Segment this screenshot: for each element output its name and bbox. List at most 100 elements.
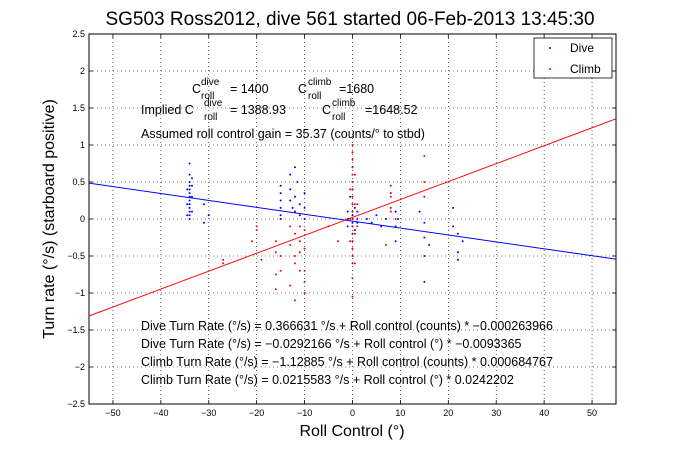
c-dive-sup: dive (201, 77, 220, 88)
dive-point (452, 206, 455, 209)
y-tick-label: −2 (75, 362, 85, 372)
climb-point (349, 218, 352, 220)
climb-point (289, 225, 292, 228)
y-tick-label: 0 (80, 214, 85, 224)
legend: Dive Climb (533, 37, 613, 79)
implied-climb-value: =1648.52 (365, 103, 418, 117)
y-tick-label: 1 (80, 140, 85, 150)
dive-point (188, 192, 191, 195)
dive-point (296, 181, 299, 183)
climb-point (351, 210, 354, 213)
chart-title: SG503 Ross2012, dive 561 started 06-Feb-… (105, 9, 594, 30)
dive-point (279, 218, 282, 220)
dive-point (289, 199, 292, 202)
dive-point (202, 221, 205, 224)
x-tick-label: −20 (249, 408, 264, 418)
dive-point (188, 162, 191, 165)
dive-point (356, 210, 359, 213)
dive-point (294, 195, 297, 198)
y-tick-label: −1.5 (67, 325, 85, 335)
x-axis-ticks: −50 −40 −30 −20 −10 0 10 20 30 40 50 (105, 34, 597, 418)
implied-dive-value: = 1388.93 (230, 103, 286, 117)
dive-point (461, 240, 464, 243)
climb-point (294, 299, 297, 302)
dive-point (456, 251, 459, 254)
x-axis-label: Roll Control (°) (299, 423, 404, 440)
dive-point (423, 255, 426, 257)
equation-climb-counts: Climb Turn Rate (°/s) = −1.12885 °/s + R… (141, 355, 553, 369)
climb-point (279, 255, 282, 257)
climb-point (274, 273, 277, 276)
climb-point (351, 195, 354, 198)
legend-entry-dive: Dive (570, 41, 594, 55)
x-tick-label: 30 (491, 408, 501, 418)
dive-point (370, 221, 373, 224)
dive-point (346, 210, 349, 213)
x-tick-label: 0 (350, 408, 355, 418)
climb-point (351, 144, 354, 146)
dive-point (298, 203, 301, 206)
climb-point (327, 225, 330, 228)
climb-point (274, 251, 277, 254)
dive-point (279, 184, 282, 187)
legend-marker-climb (549, 68, 551, 70)
dive-point (191, 184, 194, 187)
y-axis-label: Turn rate (°/s) (starboard positive) (41, 99, 58, 339)
dive-point (346, 218, 349, 220)
climb-point (351, 203, 354, 206)
climb-point (298, 269, 301, 272)
y-tick-label: −2.5 (67, 399, 85, 409)
dive-point (188, 195, 191, 198)
climb-point (353, 203, 356, 206)
dive-point (207, 214, 210, 217)
dive-point (385, 218, 388, 220)
climb-point (394, 218, 397, 220)
dive-point (279, 214, 282, 217)
equation-climb-degrees: Climb Turn Rate (°/s) = 0.0215583 °/s + … (141, 373, 514, 387)
scatter-points (186, 144, 464, 302)
c-climb-label: C (298, 82, 307, 96)
coefficient-annotations: C dive roll = 1400 C climb roll =1680 Im… (141, 77, 425, 141)
x-tick-label: −30 (201, 408, 216, 418)
dive-point (394, 225, 397, 228)
dive-point (186, 188, 189, 191)
dive-point (188, 173, 191, 176)
climb-point (351, 166, 354, 169)
dive-point (375, 214, 378, 217)
dive-point (351, 214, 354, 217)
y-tick-label: 2.5 (72, 29, 85, 39)
dive-point (188, 206, 191, 209)
dive-point (188, 218, 191, 220)
y-axis-ticks: −2.5 −2 −1.5 −1 −0.5 0 0.5 1 1.5 2 2.5 (67, 29, 616, 409)
climb-point (351, 295, 354, 298)
dive-point (423, 221, 426, 224)
implied-dive-sup: dive (204, 98, 223, 109)
climb-point (279, 269, 282, 272)
c-climb-value: =1680 (339, 82, 374, 96)
x-tick-label: 20 (443, 408, 453, 418)
climb-point (351, 151, 354, 154)
dive-point (191, 177, 194, 180)
implied-climb-sub: roll (332, 112, 345, 123)
x-tick-label: −10 (297, 408, 312, 418)
climb-point (356, 203, 359, 206)
legend-marker-dive (549, 47, 551, 49)
climb-point (351, 247, 354, 250)
dive-point (294, 210, 297, 213)
dive-point (349, 195, 352, 198)
climb-point (274, 288, 277, 291)
climb-point (353, 262, 356, 265)
dive-point (298, 214, 301, 217)
plot-area: −50 −40 −30 −20 −10 0 10 20 30 40 50 −2.5−2−1.5−1−… (67, 29, 617, 418)
c-dive-sub: roll (201, 91, 214, 102)
x-tick-label: 10 (395, 408, 405, 418)
dive-point (279, 206, 282, 209)
climb-point (289, 284, 292, 287)
climb-point (351, 188, 354, 191)
climb-point (356, 225, 359, 228)
climb-point (289, 243, 292, 246)
dive-point (289, 188, 292, 191)
equation-dive-degrees: Dive Turn Rate (°/s) = −0.0292166 °/s + … (141, 337, 522, 351)
implied-label: Implied C (141, 103, 194, 117)
dive-point (303, 218, 306, 220)
